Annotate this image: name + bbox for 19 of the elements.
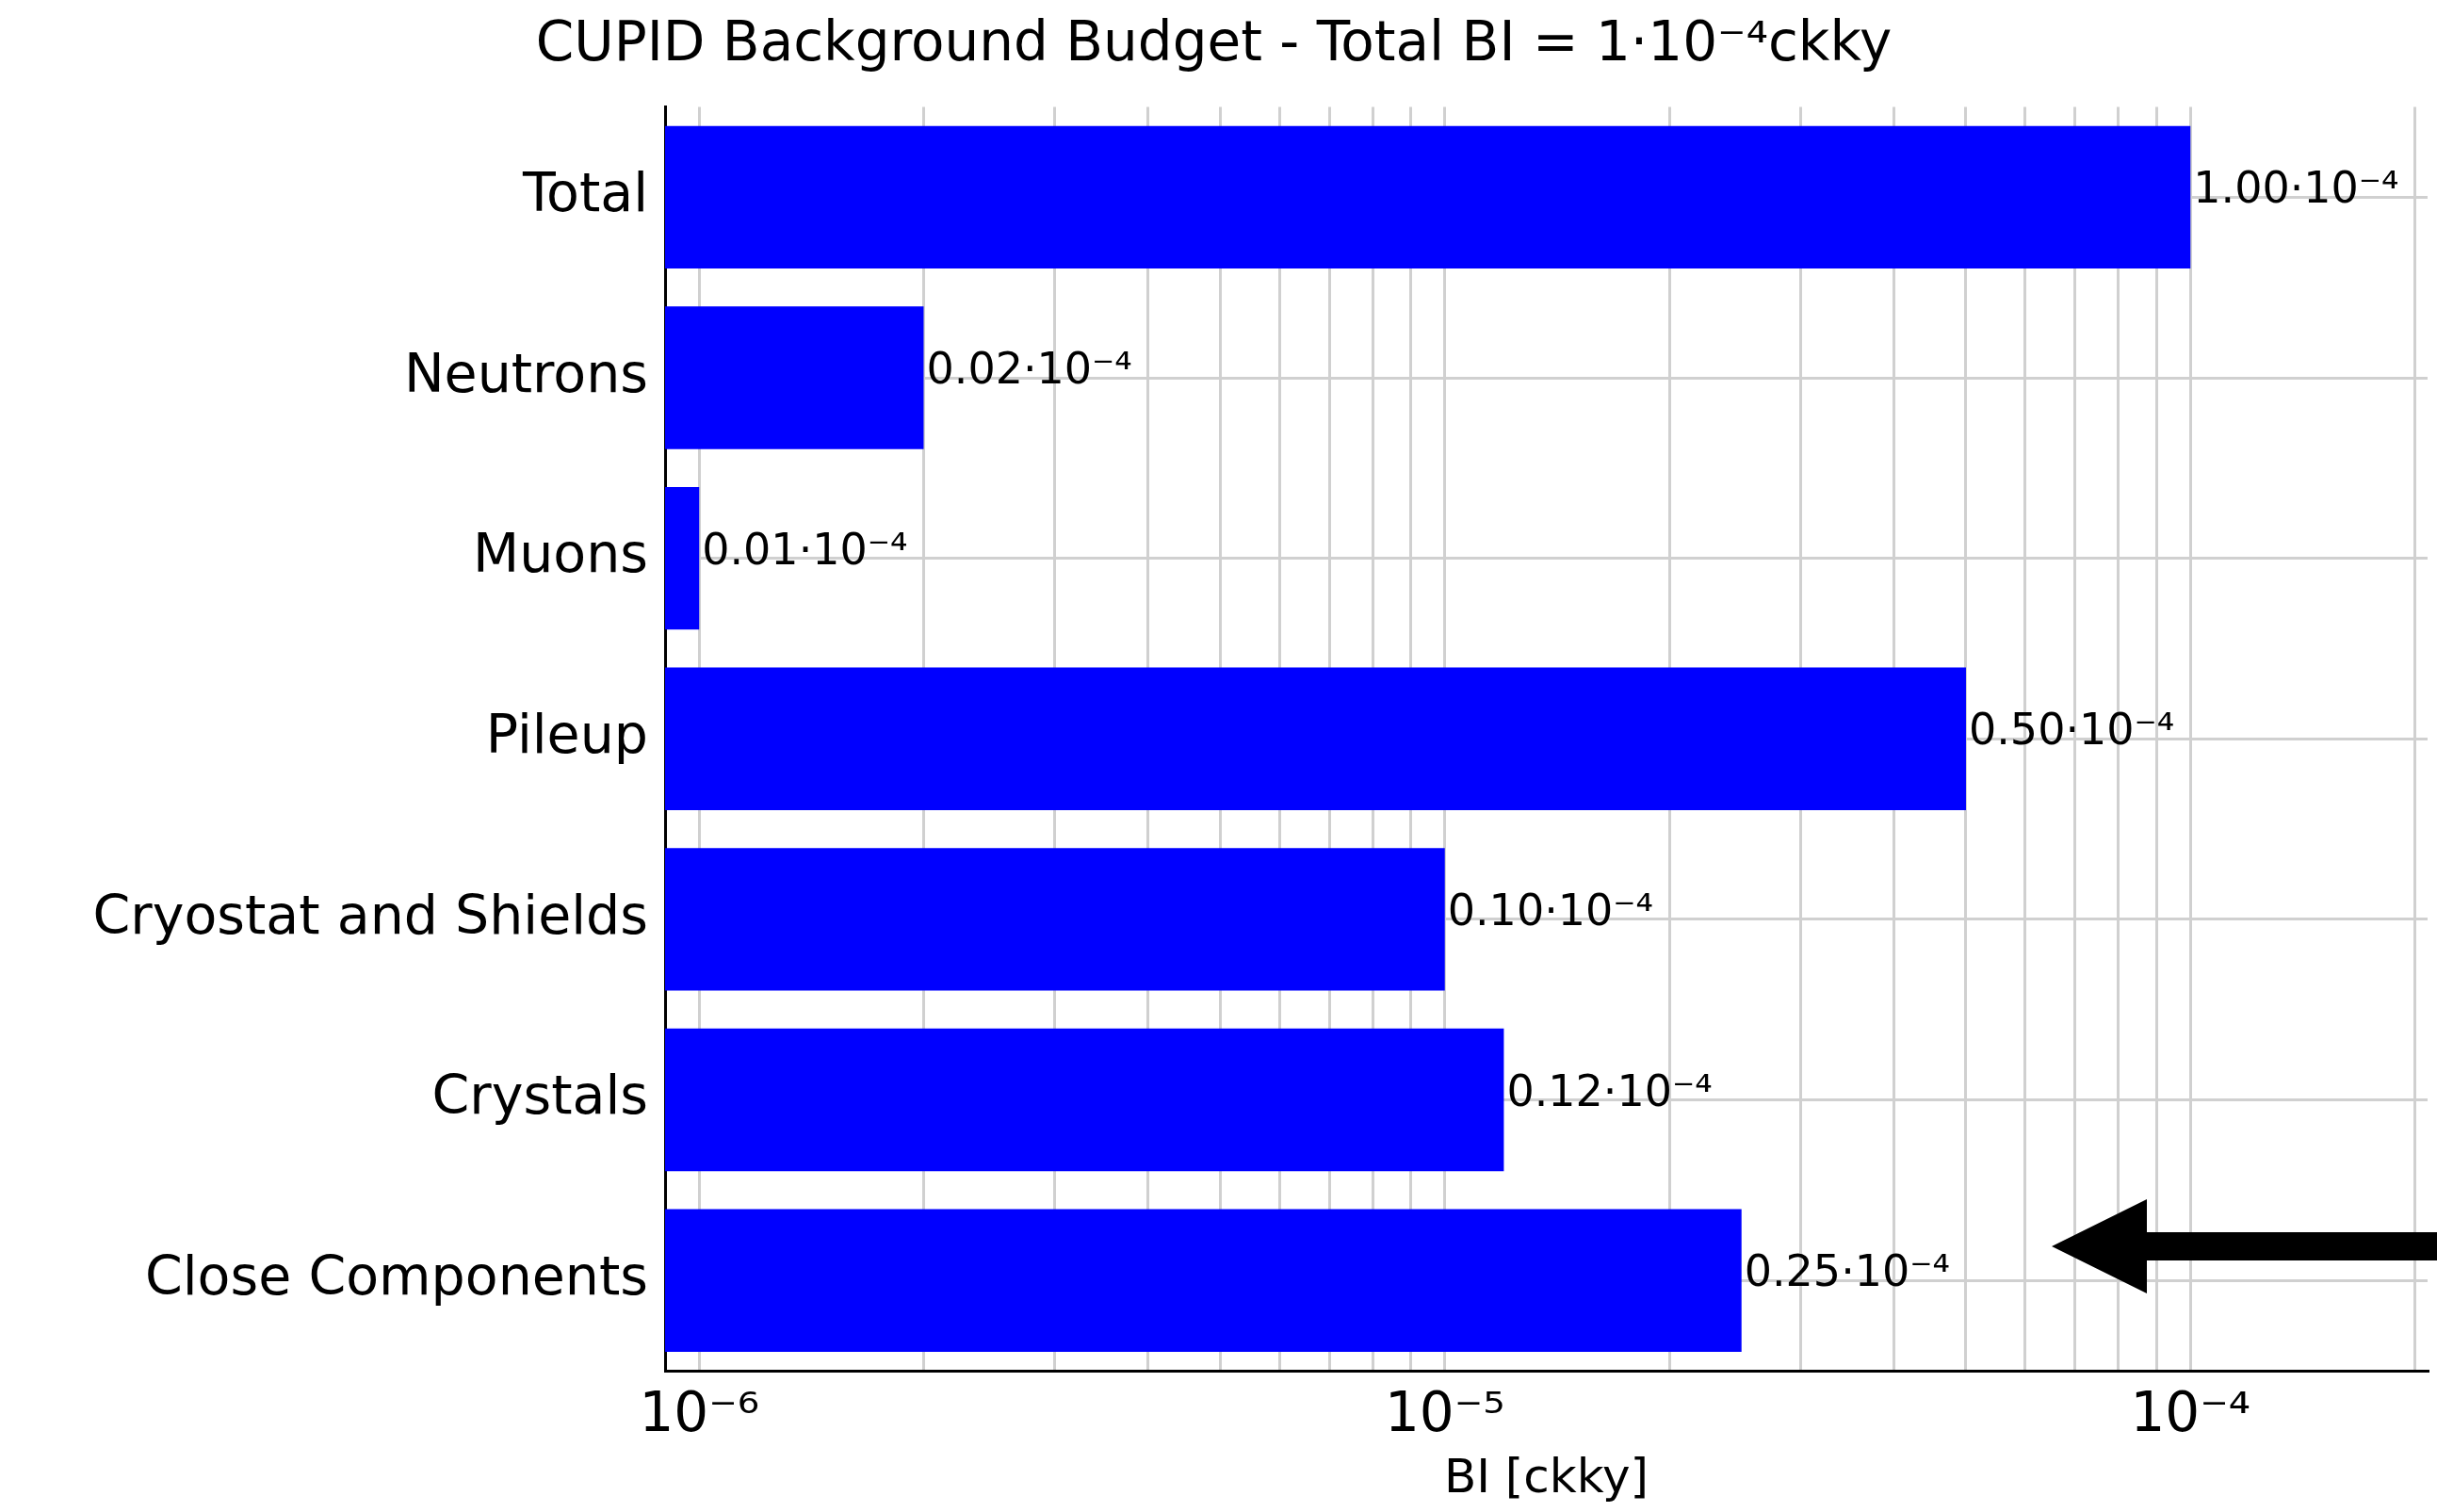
- data-label: 0.12·10⁻⁴: [1506, 1065, 1713, 1116]
- y-tick-label: Neutrons: [403, 341, 648, 404]
- y-tick-label: Muons: [472, 522, 648, 585]
- y-tick-label: Close Components: [144, 1244, 648, 1307]
- data-label: 1.00·10⁻⁴: [2193, 162, 2399, 214]
- x-tick-label: 10⁻⁴: [2130, 1379, 2251, 1444]
- x-tick-label: 10⁻⁶: [639, 1379, 760, 1444]
- data-label: 0.25·10⁻⁴: [1744, 1245, 1951, 1297]
- data-label: 0.02·10⁻⁴: [926, 343, 1132, 394]
- data-label: 0.50·10⁻⁴: [1968, 704, 2175, 756]
- y-tick-label: Crystals: [431, 1064, 648, 1127]
- data-label: 0.10·10⁻⁴: [1447, 884, 1654, 935]
- y-tick-label: Pileup: [485, 703, 648, 766]
- y-tick-label: Total: [521, 161, 648, 224]
- chart-title: CUPID Background Budget - Total BI = 1·10⁻⁴ckky: [535, 8, 1893, 73]
- y-tick-label: Cryostat and Shields: [92, 883, 648, 946]
- data-label: 0.01·10⁻⁴: [702, 523, 908, 575]
- x-tick-label: 10⁻⁵: [1384, 1379, 1505, 1444]
- x-axis-title: BI [ckky]: [1443, 1448, 1649, 1504]
